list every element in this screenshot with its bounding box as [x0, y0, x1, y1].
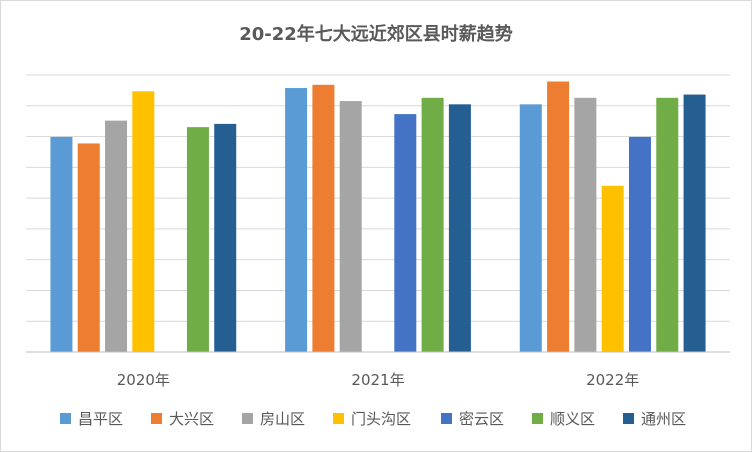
bar — [339, 101, 362, 352]
bar — [656, 97, 679, 352]
legend-swatch — [333, 413, 344, 424]
bar — [285, 88, 308, 353]
x-tick-label: 2021年 — [351, 371, 404, 389]
bar — [547, 81, 570, 353]
legend-swatch — [441, 413, 452, 424]
legend-swatch — [623, 413, 634, 424]
legend-label: 门头沟区 — [351, 410, 411, 428]
bar — [312, 84, 335, 352]
legend-label: 昌平区 — [78, 410, 123, 428]
bar — [628, 136, 651, 352]
legend-label: 密云区 — [459, 410, 504, 428]
legend-swatch — [151, 413, 162, 424]
legend-label: 通州区 — [641, 410, 686, 428]
legend-swatch — [242, 413, 253, 424]
legend-label: 顺义区 — [550, 410, 595, 428]
bar — [519, 104, 542, 353]
bar — [77, 143, 100, 352]
bar — [601, 185, 624, 352]
chart-title: 20-22年七大远近郊区县时薪趋势 — [239, 24, 513, 45]
bar — [186, 127, 209, 352]
legend-swatch — [60, 413, 71, 424]
legend-swatch — [532, 413, 543, 424]
bar — [105, 120, 128, 352]
bar — [683, 94, 706, 352]
legend-label: 大兴区 — [169, 410, 214, 428]
legend-label: 房山区 — [260, 410, 305, 428]
bar — [214, 123, 237, 352]
bar — [574, 97, 597, 352]
bar — [448, 104, 471, 353]
x-tick-label: 2022年 — [586, 371, 639, 389]
bar — [421, 97, 444, 352]
bar — [50, 136, 73, 352]
bar — [132, 91, 155, 352]
x-tick-label: 2020年 — [117, 371, 170, 389]
bar — [394, 114, 417, 352]
